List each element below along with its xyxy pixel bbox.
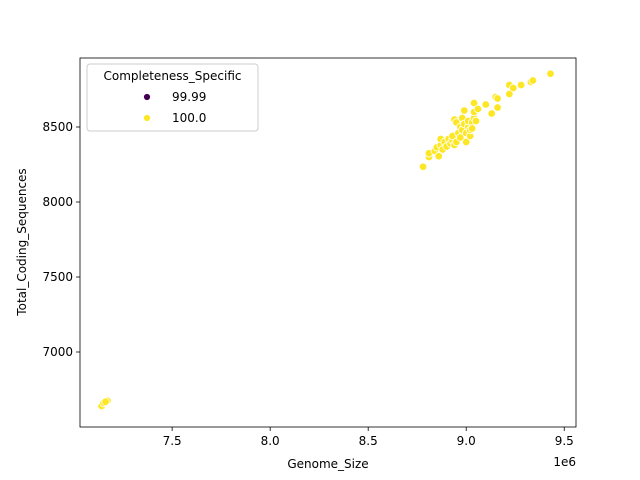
data-point [528, 76, 538, 85]
y-tick-label: 8500 [42, 120, 73, 134]
y-tick-label: 7500 [42, 270, 73, 284]
data-point [460, 106, 469, 115]
data-point [487, 109, 496, 118]
data-point [505, 89, 514, 99]
legend-label-100-0: 100.0 [172, 111, 206, 125]
data-point [469, 98, 479, 108]
legend-box [86, 63, 259, 132]
data-point [509, 83, 518, 93]
x-axis-ticks: 7.5 8.0 8.5 9.0 9.5 [163, 427, 574, 448]
data-points [97, 69, 555, 411]
y-tick-label: 7000 [42, 345, 73, 359]
data-point [467, 124, 477, 133]
legend-title: Completeness_Specific [103, 69, 241, 83]
x-tick-label: 8.5 [359, 434, 378, 448]
data-point [481, 100, 491, 109]
data-point [473, 104, 483, 114]
legend: Completeness_Specific 99.99 100.0 [86, 63, 259, 132]
data-point [101, 397, 110, 406]
x-tick-label: 9.0 [457, 434, 476, 448]
data-point [493, 103, 502, 112]
data-point [516, 80, 526, 90]
x-tick-label: 7.5 [163, 434, 182, 448]
legend-label-99-99: 99.99 [172, 90, 206, 104]
y-tick-label: 8000 [42, 195, 73, 209]
x-tick-label: 8.0 [261, 434, 280, 448]
data-point [462, 137, 471, 147]
data-point [493, 94, 502, 103]
x-axis-label: Genome_Size [287, 457, 368, 471]
y-axis-ticks: 7000 7500 8000 8500 [42, 120, 80, 359]
plot-frame [79, 57, 577, 428]
legend-marker-99-99 [143, 93, 151, 101]
y-axis-label: Total_Coding_Sequences [15, 168, 29, 316]
legend-marker-100-0 [143, 114, 151, 122]
data-point [471, 116, 481, 126]
x-tick-label: 9.5 [555, 434, 574, 448]
data-point [546, 69, 555, 78]
x-axis-offset-label: 1e6 [553, 455, 576, 469]
data-point [418, 162, 428, 171]
data-point [434, 152, 443, 161]
